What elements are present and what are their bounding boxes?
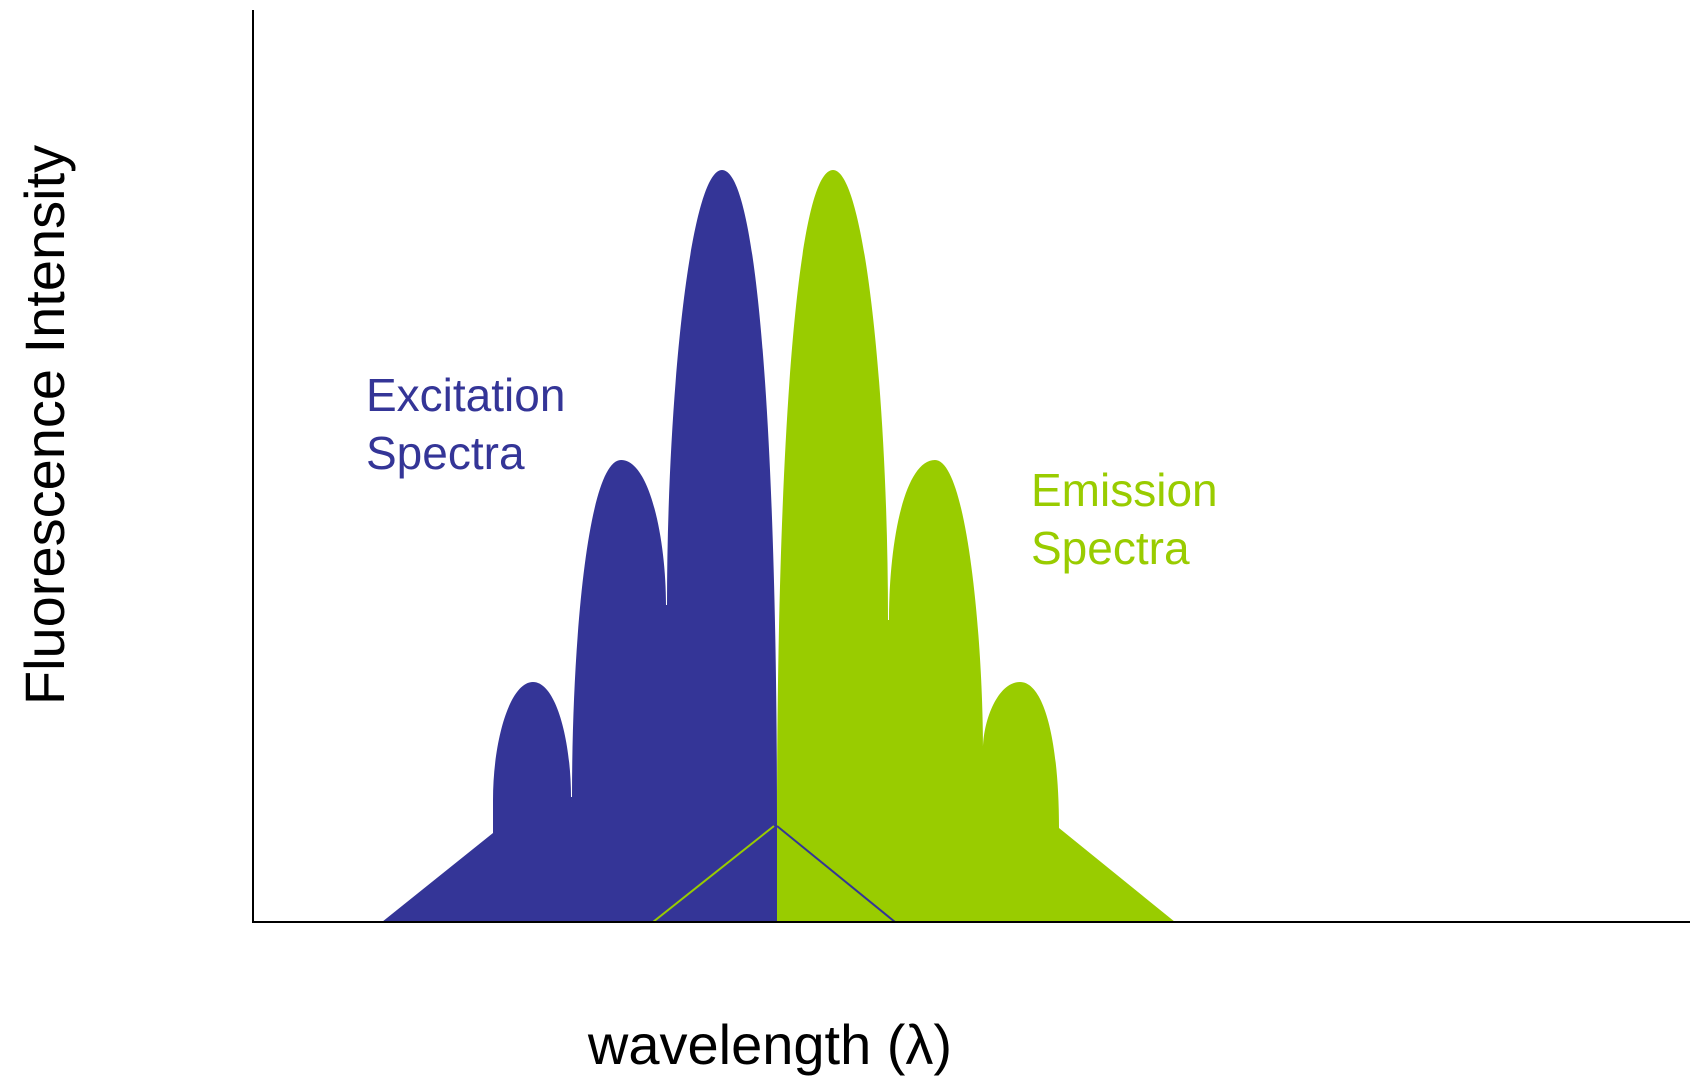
y-axis-title: Fluorescence Intensity	[13, 145, 76, 705]
x-axis-title: wavelength (λ)	[587, 1013, 952, 1076]
emission-label: Emission Spectra	[1031, 464, 1230, 574]
overlap-outline-right	[776, 825, 896, 923]
emission-label-line1: Emission	[1031, 464, 1218, 516]
emission-spectrum-shape	[777, 170, 1175, 922]
excitation-label-line2: Spectra	[366, 427, 525, 479]
excitation-label: Excitation Spectra	[366, 369, 578, 479]
excitation-label-line1: Excitation	[366, 369, 565, 421]
excitation-spectrum-shape	[382, 170, 777, 922]
emission-label-line2: Spectra	[1031, 522, 1190, 574]
overlap-outline-left	[652, 825, 775, 923]
